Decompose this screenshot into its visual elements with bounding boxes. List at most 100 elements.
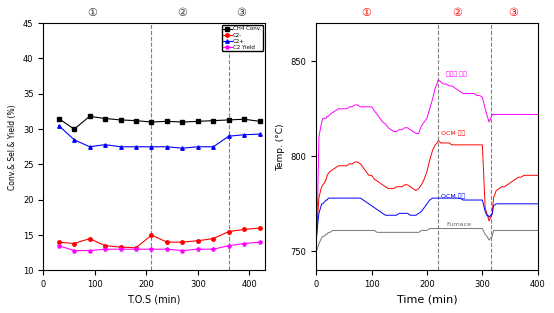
Line: C2+: C2+ bbox=[57, 124, 261, 150]
OCM 반터 bbox=[313, 240, 320, 244]
C2+ bbox=[117, 145, 124, 149]
CH4 Conv. bbox=[55, 117, 62, 121]
C2 Yield bbox=[179, 249, 186, 253]
OCM 하부 bbox=[529, 202, 536, 206]
리포머 반터 bbox=[435, 78, 442, 82]
C2+ bbox=[102, 143, 109, 146]
C2- bbox=[257, 226, 263, 230]
C2- bbox=[210, 237, 217, 240]
C2- bbox=[241, 228, 248, 231]
C2+ bbox=[163, 145, 170, 149]
OCM 반터 bbox=[363, 170, 370, 173]
Text: 리포머 반터: 리포머 반터 bbox=[447, 72, 467, 77]
CH4 Conv. bbox=[194, 120, 201, 123]
OCM 하부 bbox=[532, 202, 538, 206]
리포머 반터 bbox=[499, 113, 505, 116]
C2 Yield bbox=[241, 242, 248, 245]
OCM 하부 bbox=[535, 202, 541, 206]
C2+ bbox=[210, 145, 217, 149]
Furnace bbox=[535, 228, 541, 232]
OCM 반터 bbox=[529, 173, 536, 177]
Line: Furnace: Furnace bbox=[316, 228, 538, 251]
리포머 반터 bbox=[363, 105, 370, 109]
CH4 Conv. bbox=[163, 120, 170, 123]
CH4 Conv. bbox=[117, 118, 124, 122]
CH4 Conv. bbox=[148, 120, 155, 124]
C2+ bbox=[179, 146, 186, 150]
Furnace bbox=[330, 228, 336, 232]
CH4 Conv. bbox=[71, 127, 78, 131]
C2- bbox=[194, 239, 201, 243]
C2+ bbox=[55, 124, 62, 127]
Text: ②: ② bbox=[453, 8, 463, 18]
C2- bbox=[133, 246, 140, 250]
X-axis label: T.O.S (min): T.O.S (min) bbox=[127, 295, 181, 305]
C2+ bbox=[86, 145, 93, 149]
Furnace bbox=[427, 227, 433, 230]
C2 Yield bbox=[102, 247, 109, 251]
C2 Yield bbox=[133, 247, 140, 251]
C2- bbox=[117, 245, 124, 249]
Line: C2 Yield: C2 Yield bbox=[57, 240, 261, 252]
Line: OCM 하부: OCM 하부 bbox=[316, 198, 538, 242]
C2- bbox=[225, 230, 232, 233]
OCM 하부 bbox=[360, 198, 367, 202]
OCM 반터 bbox=[535, 173, 541, 177]
C2+ bbox=[133, 145, 140, 149]
C2+ bbox=[71, 138, 78, 141]
리포머 반터 bbox=[532, 113, 538, 116]
C2 Yield bbox=[71, 249, 78, 253]
CH4 Conv. bbox=[241, 117, 248, 121]
Y-axis label: Conv.& Sel.& Yield (%): Conv.& Sel.& Yield (%) bbox=[8, 104, 17, 190]
OCM 반터 bbox=[330, 168, 336, 172]
C2 Yield bbox=[194, 247, 201, 251]
C2- bbox=[86, 237, 93, 240]
C2+ bbox=[257, 132, 263, 136]
Text: Furnace: Furnace bbox=[447, 222, 471, 227]
CH4 Conv. bbox=[210, 119, 217, 122]
C2- bbox=[148, 233, 155, 237]
Text: ③: ③ bbox=[508, 8, 518, 18]
Legend: CH4 Conv., C2-, C2+, C2 Yield: CH4 Conv., C2-, C2+, C2 Yield bbox=[222, 25, 263, 51]
C2- bbox=[55, 240, 62, 244]
C2- bbox=[163, 240, 170, 244]
CH4 Conv. bbox=[102, 117, 109, 121]
CH4 Conv. bbox=[86, 115, 93, 118]
C2- bbox=[102, 244, 109, 248]
C2 Yield bbox=[225, 244, 232, 248]
OCM 하부 bbox=[366, 202, 372, 206]
OCM 반터 bbox=[357, 162, 364, 166]
Line: CH4 Conv.: CH4 Conv. bbox=[57, 115, 261, 131]
CH4 Conv. bbox=[133, 119, 140, 122]
OCM 하부 bbox=[499, 202, 505, 206]
C2+ bbox=[148, 145, 155, 149]
리포머 반터 bbox=[330, 111, 336, 115]
Text: ③: ③ bbox=[237, 8, 247, 18]
리포머 반터 bbox=[529, 113, 536, 116]
리포머 반터 bbox=[535, 113, 541, 116]
Line: C2-: C2- bbox=[57, 226, 261, 249]
C2 Yield bbox=[86, 249, 93, 253]
Furnace bbox=[532, 228, 538, 232]
Line: OCM 반터: OCM 반터 bbox=[316, 141, 538, 242]
CH4 Conv. bbox=[179, 120, 186, 124]
리포머 반터 bbox=[313, 240, 320, 244]
C2 Yield bbox=[55, 244, 62, 248]
리포머 반터 bbox=[357, 105, 364, 109]
CH4 Conv. bbox=[257, 120, 263, 123]
C2 Yield bbox=[163, 247, 170, 251]
C2- bbox=[71, 242, 78, 245]
OCM 반터 bbox=[435, 139, 442, 143]
Furnace bbox=[357, 228, 364, 232]
OCM 반터 bbox=[499, 185, 505, 189]
Line: 리포머 반터: 리포머 반터 bbox=[316, 80, 538, 242]
C2 Yield bbox=[117, 247, 124, 251]
C2+ bbox=[194, 145, 201, 149]
X-axis label: Time (min): Time (min) bbox=[397, 295, 457, 305]
C2 Yield bbox=[257, 240, 263, 244]
C2 Yield bbox=[210, 247, 217, 251]
Furnace bbox=[529, 228, 536, 232]
Text: ②: ② bbox=[177, 8, 187, 18]
Text: ①: ① bbox=[361, 8, 371, 18]
OCM 하부 bbox=[332, 196, 339, 200]
